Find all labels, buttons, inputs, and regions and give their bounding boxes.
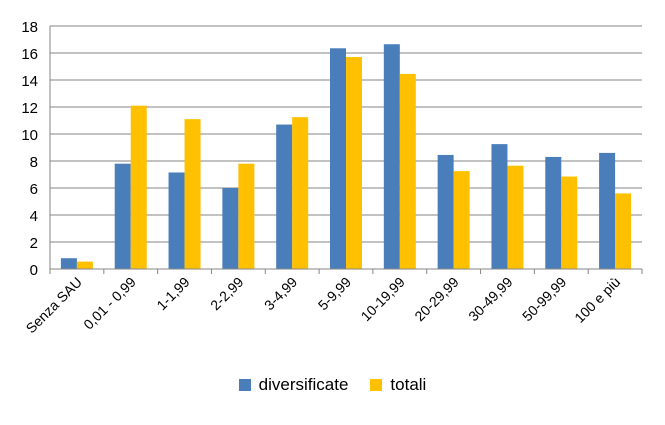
bar-totali-4 [292, 117, 309, 269]
y-tick-label: 10 [21, 127, 38, 144]
x-tick-label: 50-99,99 [519, 274, 570, 325]
x-tick-label: 0,01 - 0,99 [80, 274, 139, 333]
bar-totali-8 [507, 165, 524, 269]
x-tick-label: Senza SAU [23, 274, 85, 336]
x-tick-label: 5-9,99 [315, 274, 355, 314]
y-tick-label: 2 [30, 235, 38, 252]
bar-diversificate-10 [599, 152, 616, 269]
bar-diversificate-1 [114, 163, 131, 269]
bar-totali-2 [184, 119, 201, 270]
y-tick-label: 4 [30, 208, 38, 225]
legend: diversificate totali [0, 372, 665, 398]
x-tick-label: 20-29,99 [411, 274, 462, 325]
y-tick-label: 12 [21, 100, 38, 117]
x-tick-label: 2-2,99 [207, 274, 247, 314]
legend-swatch-diversificate [238, 379, 251, 391]
bar-totali-6 [399, 73, 416, 269]
bar-totali-3 [238, 163, 255, 269]
y-tick-label: 18 [21, 19, 38, 36]
bar-diversificate-3 [222, 188, 239, 269]
legend-item-totali: totali [370, 375, 426, 395]
x-tick-label: 3-4,99 [261, 274, 301, 314]
bar-diversificate-4 [276, 124, 293, 269]
y-tick-label: 0 [30, 262, 38, 279]
bar-diversificate-6 [383, 44, 400, 269]
legend-swatch-totali [370, 379, 383, 391]
bar-totali-7 [453, 171, 470, 269]
bar-diversificate-9 [545, 156, 562, 269]
legend-item-diversificate: diversificate [238, 375, 349, 395]
y-tick-label: 6 [30, 181, 38, 198]
legend-label-diversificate: diversificate [258, 375, 349, 394]
y-tick-label: 14 [21, 73, 38, 90]
y-tick-label: 16 [21, 46, 38, 63]
bar-diversificate-7 [437, 154, 454, 269]
y-tick-label: 8 [30, 154, 38, 171]
legend-label-totali: totali [390, 375, 427, 394]
bar-totali-10 [615, 193, 632, 269]
bar-diversificate-0 [60, 258, 77, 269]
bar-totali-0 [76, 261, 93, 269]
bar-diversificate-8 [491, 144, 508, 269]
x-tick-label: 100 e più [571, 274, 623, 326]
bar-totali-5 [346, 57, 362, 269]
x-tick-label: 1-1,99 [153, 274, 193, 314]
bar-totali-1 [130, 105, 147, 270]
bar-diversificate-2 [168, 172, 185, 269]
bar-totali-9 [561, 176, 578, 269]
x-tick-label: 10-19,99 [358, 274, 409, 325]
x-tick-label: 30-49,99 [465, 274, 516, 325]
bar-diversificate-5 [330, 48, 346, 270]
